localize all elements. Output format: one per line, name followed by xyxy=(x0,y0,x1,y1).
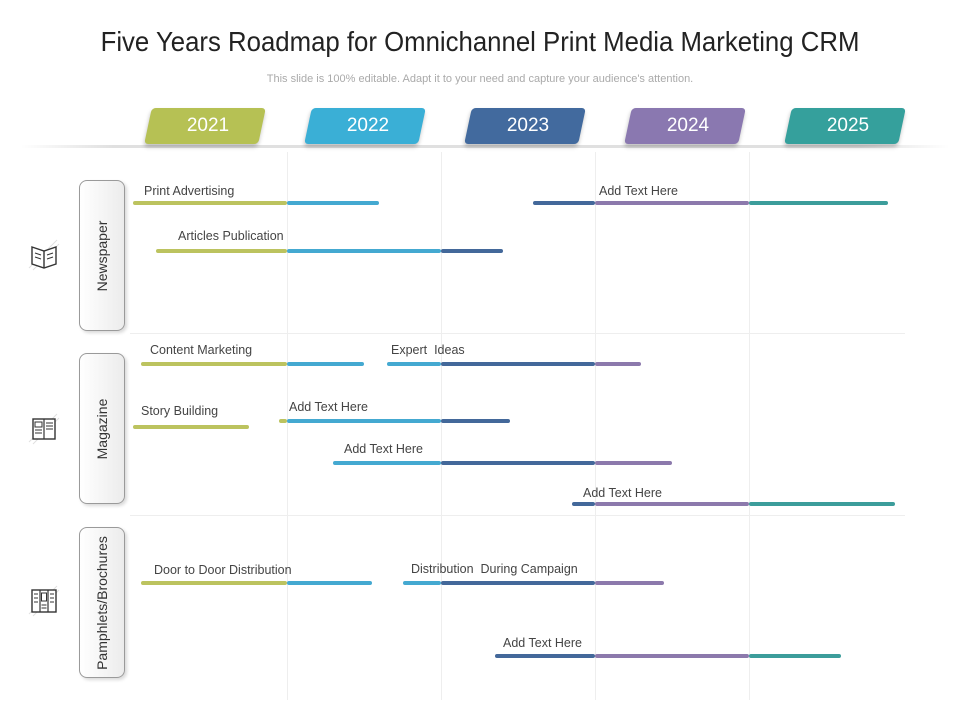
magazine-icon xyxy=(28,413,60,445)
grid-line xyxy=(441,152,442,700)
task-bar-segment xyxy=(595,654,749,658)
task-bar-segment xyxy=(533,201,595,205)
task-bar-segment xyxy=(441,461,595,465)
header-divider xyxy=(20,145,950,148)
task-bar-segment xyxy=(441,581,595,585)
task-bar-segment xyxy=(749,201,888,205)
task-bar-segment xyxy=(595,502,749,506)
task-bar-segment xyxy=(133,201,287,205)
task-bar-segment xyxy=(140,581,287,585)
year-label-2023: 2023 xyxy=(506,115,550,136)
section-divider xyxy=(130,515,905,516)
task-bar-segment xyxy=(494,654,595,658)
category-label: Magazine xyxy=(94,398,110,459)
task-label: Add Text Here xyxy=(503,636,582,650)
category-magazine: Magazine xyxy=(79,353,125,504)
newspaper-icon xyxy=(28,239,60,271)
task-label: Door to Door Distribution xyxy=(154,563,292,577)
task-bar-segment xyxy=(279,419,287,423)
category-label: Newspaper xyxy=(94,220,110,291)
task-label: Add Text Here xyxy=(344,442,423,456)
task-label: Articles Publication xyxy=(178,229,284,243)
task-bar-segment xyxy=(287,419,441,423)
year-label-2024: 2024 xyxy=(666,115,710,136)
task-bar-segment xyxy=(387,362,441,366)
task-label: Add Text Here xyxy=(599,184,678,198)
task-bar-segment xyxy=(333,461,441,465)
task-bar-segment xyxy=(571,502,595,506)
task-bar-segment xyxy=(287,362,364,366)
task-bar-segment xyxy=(749,654,842,658)
task-label: Add Text Here xyxy=(289,400,368,414)
task-bar-segment xyxy=(595,201,749,205)
task-bar-segment xyxy=(402,581,441,585)
category-newspaper: Newspaper xyxy=(79,180,125,331)
task-bar-segment xyxy=(441,249,503,253)
task-bar-segment xyxy=(140,362,287,366)
task-bar-segment xyxy=(133,425,249,429)
year-label-2021: 2021 xyxy=(186,115,230,136)
year-label-2025: 2025 xyxy=(826,115,870,136)
task-bar-segment xyxy=(595,581,665,585)
category-label: Pamphlets/Brochures xyxy=(94,535,110,670)
grid-line xyxy=(595,152,596,700)
task-bar-segment xyxy=(595,461,672,465)
task-bar-segment xyxy=(595,362,642,366)
year-label-2022: 2022 xyxy=(346,115,390,136)
task-label: Content Marketing xyxy=(150,343,253,357)
task-label: Expert Ideas xyxy=(391,343,465,357)
task-bar-segment xyxy=(287,249,441,253)
task-label: Add Text Here xyxy=(583,486,662,500)
section-divider xyxy=(130,333,905,334)
category-pamphlets-brochures: Pamphlets/Brochures xyxy=(79,527,125,678)
task-label: Distribution During Campaign xyxy=(411,562,578,576)
task-bar-segment xyxy=(441,419,511,423)
task-bar-segment xyxy=(749,502,896,506)
page-subtitle: This slide is 100% editable. Adapt it to… xyxy=(266,73,694,85)
page-title: Five Years Roadmap for Omnichannel Print… xyxy=(100,26,860,57)
task-bar-segment xyxy=(441,362,595,366)
task-bar-segment xyxy=(287,201,380,205)
grid-line xyxy=(287,152,288,700)
task-bar-segment xyxy=(156,249,287,253)
grid-line xyxy=(749,152,750,700)
task-bar-segment xyxy=(287,581,372,585)
brochure-icon xyxy=(28,585,60,617)
task-label: Print Advertising xyxy=(144,184,235,198)
task-label: Story Building xyxy=(141,404,219,418)
